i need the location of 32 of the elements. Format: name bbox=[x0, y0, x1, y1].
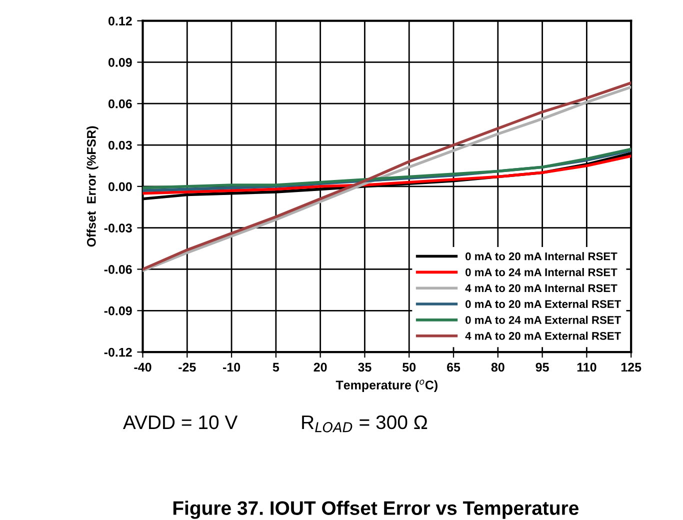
legend-label: 0 mA to 24 mA External RSET bbox=[466, 316, 621, 324]
y-tick-label: -0.09 bbox=[104, 306, 132, 316]
x-tick-label: 50 bbox=[402, 362, 416, 372]
y-tick-label: 0.12 bbox=[108, 16, 132, 26]
x-tick-label: -10 bbox=[222, 362, 240, 372]
y-tick-label: -0.12 bbox=[104, 348, 132, 357]
legend-label: 0 mA to 20 mA External RSET bbox=[466, 300, 621, 308]
y-tick-label: 0.03 bbox=[108, 140, 132, 150]
y-tick-label: -0.06 bbox=[104, 265, 132, 274]
x-tick-label: 5 bbox=[272, 362, 280, 372]
y-tick-label: 0.09 bbox=[108, 58, 132, 67]
legend-label: 4 mA to 20 mA External RSET bbox=[465, 332, 621, 340]
x-tick-label: 20 bbox=[314, 362, 327, 372]
y-tick-label: 0.00 bbox=[108, 182, 132, 192]
legend-label: 0 mA to 20 mA Internal RSET bbox=[466, 252, 618, 260]
y-tick-label: 0.06 bbox=[108, 99, 132, 108]
x-tick-label: 35 bbox=[358, 362, 372, 372]
x-tick-label: 80 bbox=[491, 362, 504, 372]
text: Figure 37. IOUT Offset Error vs Temperature bbox=[173, 500, 579, 519]
x-tick-label: -25 bbox=[178, 362, 196, 372]
x-tick-label: 110 bbox=[577, 362, 596, 372]
x-tick-label: -40 bbox=[134, 362, 152, 372]
legend-label: 0 mA to 24 mA Internal RSET bbox=[466, 268, 618, 276]
text: R$_{LOAD}$ = 300 Ω bbox=[302, 415, 428, 432]
text: AVDD = 10 V bbox=[122, 415, 238, 430]
y-axis-title: Offset Error (%FSR) bbox=[86, 126, 98, 247]
x-tick-label: 95 bbox=[536, 362, 549, 372]
legend-label: 4 mA to 20 mA Internal RSET bbox=[465, 284, 618, 292]
x-tick-label: 65 bbox=[447, 362, 460, 372]
x-tick-label: 125 bbox=[621, 362, 642, 372]
x-axis-title: Temperature ($^{o}$C) bbox=[336, 380, 438, 392]
y-tick-label: -0.03 bbox=[104, 224, 132, 232]
